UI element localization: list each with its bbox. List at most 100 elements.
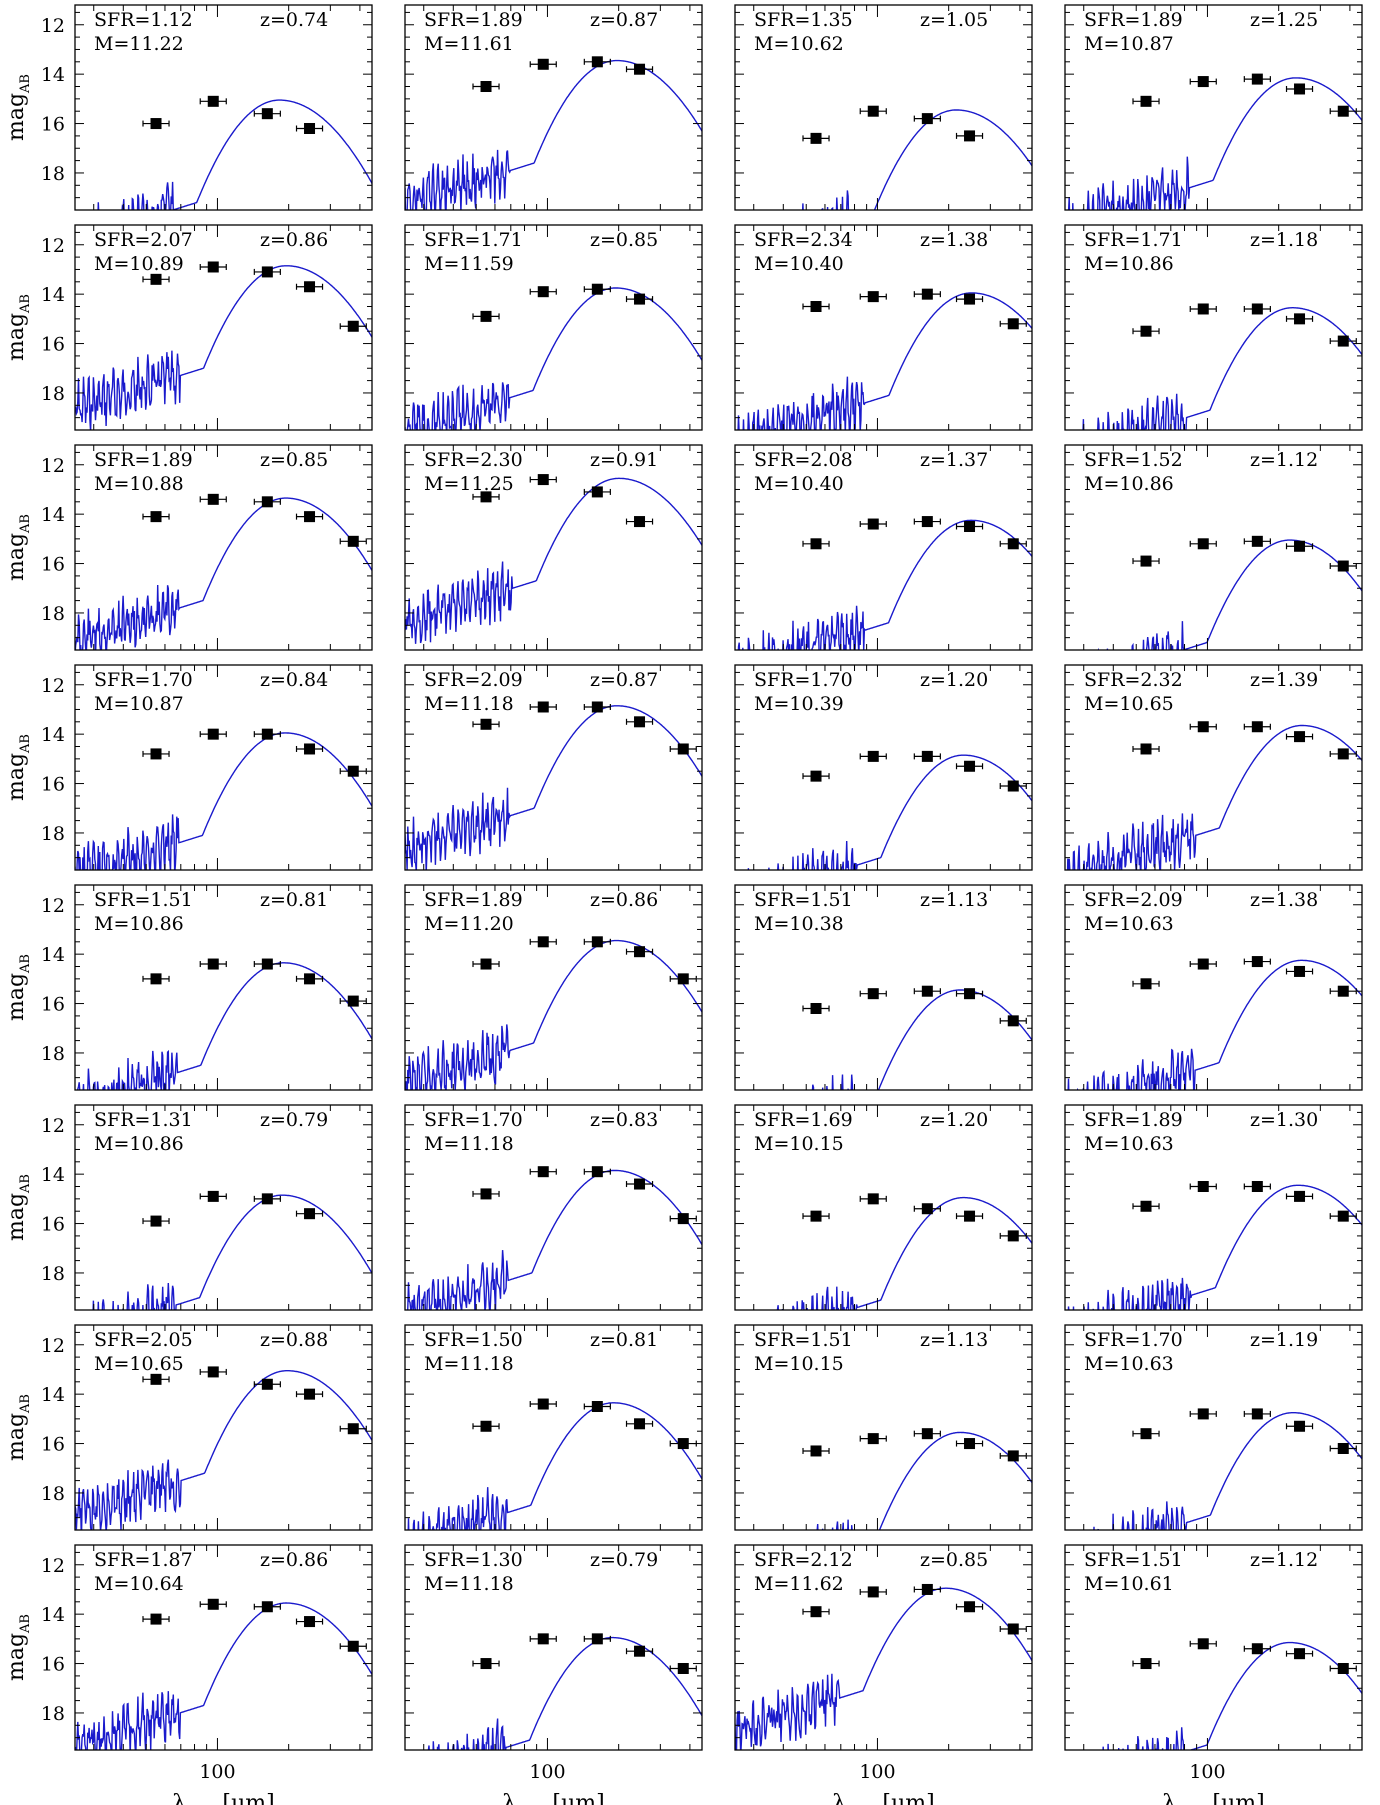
panel-frame	[734, 1324, 1033, 1531]
photometry-point	[1337, 335, 1349, 347]
panel-frame	[404, 1104, 703, 1311]
mass-annotation: M=10.38	[754, 913, 844, 935]
y-axis-title-main: mag	[4, 533, 29, 581]
y-tick-label: 12	[41, 1555, 65, 1577]
photometry-point	[1140, 1658, 1152, 1670]
panel-frame	[74, 1324, 373, 1531]
redshift-annotation: z=0.86	[260, 1549, 328, 1571]
photometry-point	[261, 1601, 273, 1613]
y-tick-label: 16	[41, 1434, 65, 1456]
x-axis-title-lambda: λ	[1162, 1791, 1176, 1805]
sed-panel: 100 λOBS [μm] SFR=1.51 z=1.12 M=10.61	[1064, 1544, 1363, 1805]
mass-annotation: M=11.25	[424, 473, 514, 495]
photometry-point	[1197, 721, 1209, 733]
panel-frame	[1064, 224, 1363, 431]
panel-frame	[74, 884, 373, 1091]
mass-annotation: M=10.87	[1084, 33, 1174, 55]
y-axis-title-sub: AB	[18, 74, 33, 94]
sed-panel: SFR=1.51 z=1.13 M=10.15	[734, 1324, 1033, 1531]
photometry-point	[150, 1613, 162, 1625]
photometry-point	[480, 1188, 492, 1200]
photometry-point	[1007, 780, 1019, 792]
sed-panel: SFR=1.70 z=1.20 M=10.39	[734, 664, 1033, 871]
photometry-point	[677, 743, 689, 755]
sfr-annotation: SFR=1.70	[754, 669, 853, 691]
sfr-annotation: SFR=2.09	[1084, 889, 1183, 911]
sfr-annotation: SFR=2.30	[424, 449, 523, 471]
photometry-point	[1007, 1623, 1019, 1635]
sed-panel: 12 14 16 18 magAB 100 λOBS [μm] SFR=1.87 z=0.86 M…	[4, 1544, 373, 1805]
model-sed-curve	[1102, 1641, 1362, 1750]
mass-annotation: M=10.86	[94, 1133, 184, 1155]
y-tick-label: 12	[41, 455, 65, 477]
y-tick-label: 16	[41, 114, 65, 136]
photometry-point	[1294, 313, 1306, 325]
model-sed-curve	[75, 265, 372, 430]
photometry-point	[1251, 535, 1263, 547]
sed-panel: 100 λOBS [μm] SFR=2.12 z=0.85 M=11.62	[734, 1544, 1033, 1805]
photometry-point	[1197, 76, 1209, 88]
redshift-annotation: z=0.83	[590, 1109, 658, 1131]
mass-annotation: M=10.87	[94, 693, 184, 715]
sfr-annotation: SFR=1.51	[94, 889, 193, 911]
redshift-annotation: z=0.84	[260, 669, 328, 691]
sfr-annotation: SFR=1.89	[1084, 9, 1183, 31]
mass-annotation: M=10.86	[94, 913, 184, 935]
photometry-point	[207, 728, 219, 740]
panel-frame	[404, 444, 703, 651]
panel-frame	[734, 664, 1033, 871]
photometry-point	[1294, 965, 1306, 977]
sfr-annotation: SFR=1.89	[94, 449, 193, 471]
photometry-point	[480, 1420, 492, 1432]
photometry-point	[677, 1213, 689, 1225]
photometry-point	[537, 701, 549, 713]
photometry-point	[261, 496, 273, 508]
photometry-point	[261, 108, 273, 120]
x-axis-title: λOBS [μm]	[172, 1791, 274, 1805]
photometry-point	[964, 130, 976, 142]
photometry-point	[1251, 1643, 1263, 1655]
photometry-point	[261, 1193, 273, 1205]
sfr-annotation: SFR=1.89	[1084, 1109, 1183, 1131]
model-sed-curve	[75, 732, 372, 870]
x-axis-title-unit: [μm]	[875, 1791, 934, 1805]
panel-frame	[734, 884, 1033, 1091]
photometry-point	[1294, 540, 1306, 552]
mass-annotation: M=11.20	[424, 913, 514, 935]
photometry-point	[261, 1378, 273, 1390]
photometry-point	[634, 946, 646, 958]
photometry-point	[591, 56, 603, 68]
y-axis-title-main: mag	[4, 973, 29, 1021]
photometry-point	[1294, 1648, 1306, 1660]
photometry-point	[1007, 538, 1019, 550]
redshift-annotation: z=1.30	[1250, 1109, 1318, 1131]
sfr-annotation: SFR=1.30	[424, 1549, 523, 1571]
y-axis-title-sub: AB	[18, 954, 33, 974]
model-sed-curve	[1067, 1184, 1362, 1310]
mass-annotation: M=10.62	[754, 33, 844, 55]
sed-panel: SFR=2.32 z=1.39 M=10.65	[1064, 664, 1363, 871]
x-axis-title: λOBS [μm]	[502, 1791, 604, 1805]
x-axis-title-lambda: λ	[172, 1791, 186, 1805]
photometry-point	[810, 301, 822, 313]
y-tick-label: 18	[41, 1703, 65, 1725]
sfr-annotation: SFR=1.52	[1084, 449, 1183, 471]
y-tick-label: 14	[41, 724, 65, 746]
mass-annotation: M=11.62	[754, 1573, 844, 1595]
y-axis-title-main: mag	[4, 1633, 29, 1681]
model-sed-curve	[776, 1196, 1032, 1310]
photometry-point	[1197, 1408, 1209, 1420]
photometry-point	[1140, 1428, 1152, 1440]
panel-frame	[1064, 4, 1363, 211]
mass-annotation: M=11.59	[424, 253, 514, 275]
photometry-point	[207, 95, 219, 107]
redshift-annotation: z=1.20	[920, 669, 988, 691]
photometry-point	[1337, 1210, 1349, 1222]
redshift-annotation: z=1.20	[920, 1109, 988, 1131]
photometry-point	[261, 266, 273, 278]
photometry-point	[207, 1190, 219, 1202]
sfr-annotation: SFR=1.70	[424, 1109, 523, 1131]
photometry-point	[964, 1210, 976, 1222]
panel-frame	[734, 1544, 1033, 1751]
photometry-point	[1251, 1181, 1263, 1193]
